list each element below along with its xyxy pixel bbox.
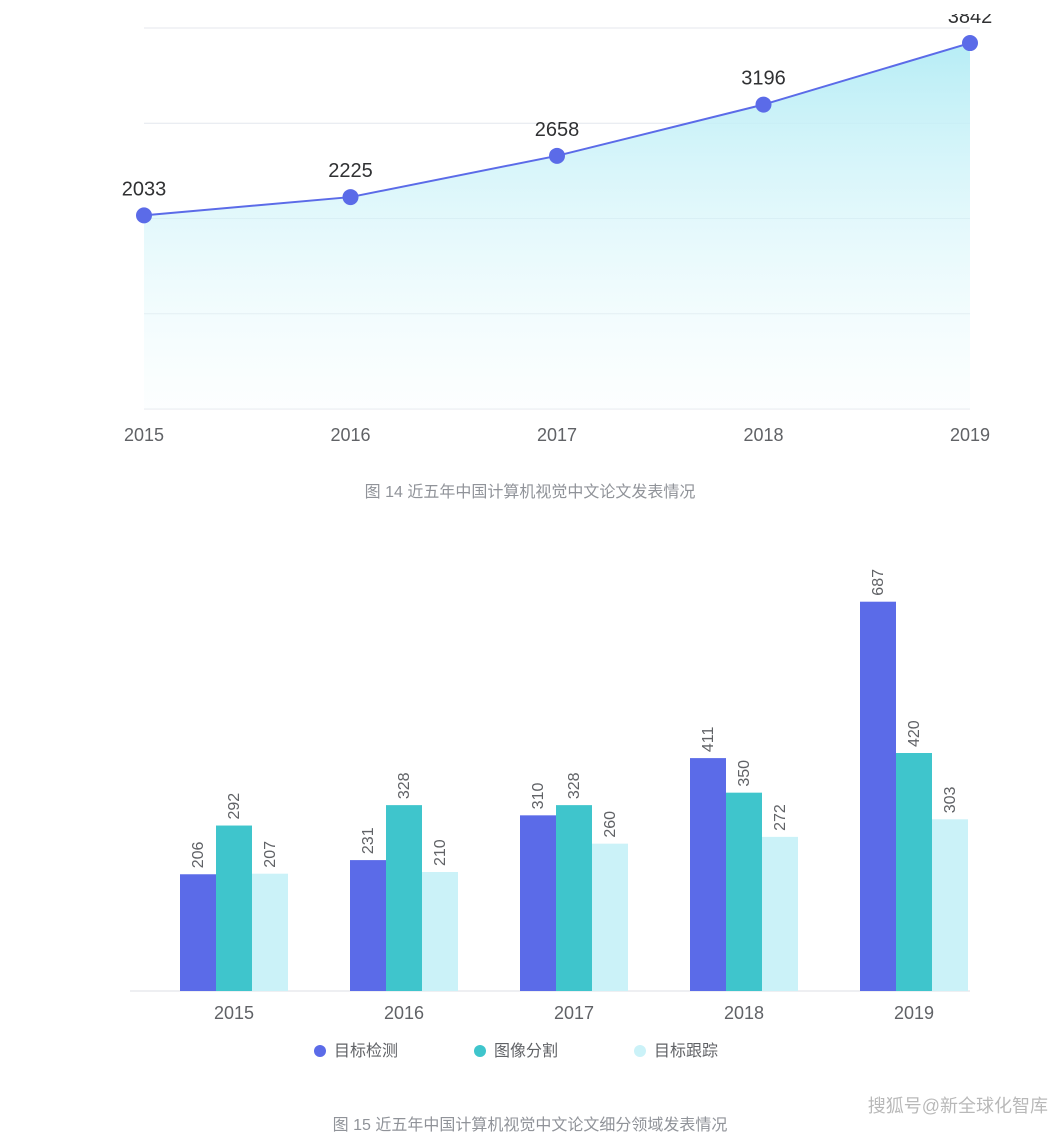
chart2-bar: [896, 753, 932, 991]
chart1-value-label: 2225: [328, 160, 373, 182]
legend-label: 目标检测: [334, 1042, 398, 1060]
chart1-value-label: 2658: [535, 119, 580, 141]
chart2-value-label: 350: [736, 760, 753, 787]
chart2-value-label: 231: [360, 827, 377, 854]
chart2-value-label: 420: [906, 720, 923, 747]
chart2-value-label: 328: [396, 772, 413, 799]
chart2-bar: [252, 874, 288, 991]
chart2-bar: [216, 826, 252, 991]
chart2-value-label: 687: [870, 569, 887, 596]
chart2-container: 206 292 207 2015 231 328 210 2016 310 328 260 2017 4…: [30, 556, 1030, 1135]
chart2-bar: [520, 815, 556, 991]
chart1-x-label: 2016: [330, 425, 370, 445]
chart1-value-label: 3842: [948, 14, 993, 28]
chart2-bar: [180, 874, 216, 991]
chart1-marker: [549, 148, 565, 164]
chart2-value-label: 207: [262, 841, 279, 868]
chart2-value-label: 206: [190, 841, 207, 868]
chart2-x-label: 2017: [554, 1003, 594, 1023]
chart2-bar: [422, 872, 458, 991]
chart2-bar: [762, 837, 798, 991]
chart1-value-label: 3196: [741, 68, 786, 90]
chart1-x-label: 2018: [743, 425, 783, 445]
chart2-value-label: 292: [226, 793, 243, 820]
chart2-value-label: 260: [602, 811, 619, 838]
chart2-bar: [592, 844, 628, 991]
chart2-bar: [932, 819, 968, 991]
chart2-x-label: 2019: [894, 1003, 934, 1023]
chart2-x-label: 2015: [214, 1003, 254, 1023]
chart2-value-label: 310: [530, 783, 547, 810]
chart1-marker: [136, 207, 152, 223]
chart2-x-label: 2016: [384, 1003, 424, 1023]
chart1-caption: 图 14 近五年中国计算机视觉中文论文发表情况: [30, 478, 1030, 502]
chart1-x-label: 2019: [950, 425, 990, 445]
legend-label: 图像分割: [494, 1042, 558, 1060]
chart1-marker: [756, 97, 772, 113]
chart2-bar: [386, 805, 422, 991]
legend-label: 目标跟踪: [654, 1042, 718, 1060]
chart1-x-label: 2017: [537, 425, 577, 445]
legend-marker: [474, 1045, 486, 1057]
legend-marker: [634, 1045, 646, 1057]
chart2-bar: [350, 860, 386, 991]
chart1-area: [144, 43, 970, 409]
chart2-bar: [726, 793, 762, 991]
chart2-bar: [690, 758, 726, 991]
chart2-x-label: 2018: [724, 1003, 764, 1023]
chart2-value-label: 303: [942, 787, 959, 814]
watermark: 搜狐号@新全球化智库: [868, 1092, 1048, 1118]
legend-marker: [314, 1045, 326, 1057]
chart2-bar: [556, 805, 592, 991]
chart1-marker: [962, 35, 978, 51]
chart2-value-label: 272: [772, 804, 789, 831]
chart2-bar: [860, 602, 896, 991]
chart1-container: 2033 2225 2658 3196 3842 2015 2016 2017 2018 2019…: [30, 0, 1030, 502]
chart1-x-label: 2015: [124, 425, 164, 445]
chart2-svg: 206 292 207 2015 231 328 210 2016 310 328 260 2017 4…: [30, 556, 1030, 1086]
chart1-value-label: 2033: [122, 178, 167, 200]
chart2-value-label: 328: [566, 772, 583, 799]
chart2-value-label: 210: [432, 839, 449, 866]
chart1-svg: 2033 2225 2658 3196 3842 2015 2016 2017 2018 2019: [30, 14, 1030, 469]
chart1-marker: [343, 189, 359, 205]
chart2-value-label: 411: [700, 726, 717, 752]
